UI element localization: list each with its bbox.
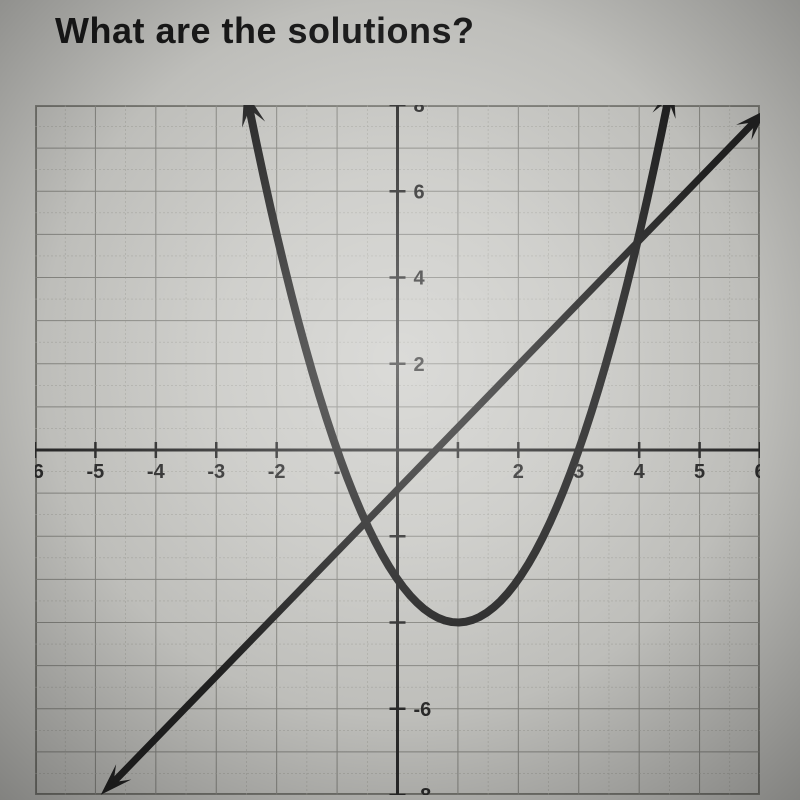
- svg-text:-3: -3: [207, 461, 225, 483]
- svg-text:6: 6: [754, 461, 760, 483]
- svg-text:-6: -6: [414, 699, 432, 721]
- axes: [35, 105, 760, 795]
- page-title: What are the solutions?: [55, 10, 475, 52]
- svg-text:5: 5: [694, 461, 705, 483]
- svg-text:4: 4: [634, 461, 646, 483]
- svg-text:6: 6: [414, 181, 425, 203]
- chart-svg: -6-5-4-3-2-234568642-6-8: [35, 105, 760, 795]
- chart: -6-5-4-3-2-234568642-6-8: [35, 105, 760, 795]
- svg-text:-8: -8: [414, 785, 432, 795]
- svg-text:3: 3: [573, 461, 584, 483]
- svg-text:-: -: [334, 461, 341, 483]
- svg-text:-2: -2: [268, 461, 286, 483]
- svg-text:8: 8: [414, 105, 425, 117]
- svg-text:4: 4: [414, 268, 426, 290]
- svg-text:-6: -6: [35, 461, 44, 483]
- svg-text:2: 2: [414, 354, 425, 376]
- svg-text:-5: -5: [87, 461, 105, 483]
- svg-text:-4: -4: [147, 461, 166, 483]
- svg-text:2: 2: [513, 461, 524, 483]
